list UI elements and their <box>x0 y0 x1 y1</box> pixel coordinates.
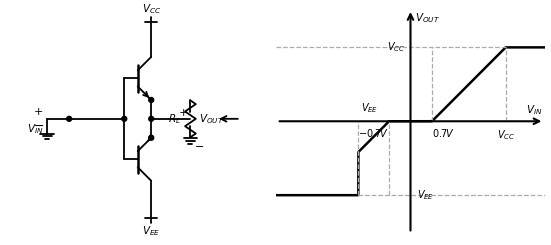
Text: $0.7V$: $0.7V$ <box>432 127 455 139</box>
Text: $V_{EE}$: $V_{EE}$ <box>361 101 379 115</box>
Text: +: + <box>34 107 43 117</box>
Text: $V_{CC}$: $V_{CC}$ <box>142 2 161 16</box>
Circle shape <box>149 116 154 121</box>
Text: $V_{OUT}$: $V_{OUT}$ <box>415 12 440 25</box>
Text: $V_{CC}$: $V_{CC}$ <box>496 129 515 142</box>
Text: $V_{OUT}$: $V_{OUT}$ <box>199 112 224 126</box>
Text: $V_{IN}$: $V_{IN}$ <box>526 103 542 117</box>
Text: $-$: $-$ <box>33 118 44 132</box>
Circle shape <box>149 135 154 140</box>
Text: $V_{EE}$: $V_{EE}$ <box>142 224 160 238</box>
Text: $V_{EE}$: $V_{EE}$ <box>417 188 434 202</box>
Circle shape <box>149 98 154 102</box>
Text: $V_{CC}$: $V_{CC}$ <box>387 40 406 54</box>
Text: $-0.7V$: $-0.7V$ <box>359 127 389 139</box>
Circle shape <box>67 116 72 121</box>
Text: +: + <box>179 109 188 118</box>
Text: $V_{IN}$: $V_{IN}$ <box>26 122 43 136</box>
Text: $R_L$: $R_L$ <box>168 112 181 126</box>
Text: $-$: $-$ <box>194 140 204 149</box>
Circle shape <box>122 116 127 121</box>
